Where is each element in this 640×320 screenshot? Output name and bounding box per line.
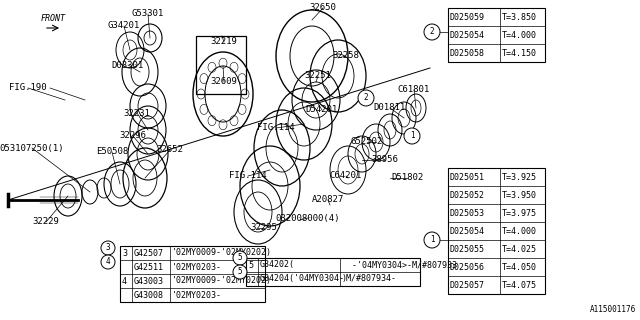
Text: T=4.000: T=4.000 [502,30,537,39]
Text: 32295: 32295 [251,223,277,233]
Text: G34204('04MY0304-: G34204('04MY0304- [260,275,345,284]
Circle shape [404,128,420,144]
Text: 32219: 32219 [211,37,237,46]
Text: 32231: 32231 [124,108,150,117]
Text: FIG.190: FIG.190 [9,84,47,92]
Text: D025058: D025058 [450,49,485,58]
Text: -'04MY0304>-M/#807933: -'04MY0304>-M/#807933 [342,260,457,269]
Text: G34201: G34201 [108,21,140,30]
Text: G42507: G42507 [134,249,164,258]
Text: 2: 2 [429,28,435,36]
Text: C61801: C61801 [398,85,430,94]
Text: D025052: D025052 [450,190,485,199]
Text: 5: 5 [237,268,243,276]
Text: FIG.114: FIG.114 [257,124,295,132]
Text: FRONT: FRONT [40,14,65,23]
Text: A115001176: A115001176 [589,305,636,314]
Text: FIG.114: FIG.114 [229,172,267,180]
Text: 4: 4 [122,276,127,285]
Text: '02MY0009-'02MY0202): '02MY0009-'02MY0202) [172,276,272,285]
Text: 32229: 32229 [33,218,60,227]
Circle shape [424,232,440,248]
Text: D025057: D025057 [450,281,485,290]
Circle shape [101,241,115,255]
Text: G53301: G53301 [132,10,164,19]
Text: D025054: D025054 [450,227,485,236]
Text: T=4.050: T=4.050 [502,262,537,271]
Text: 5: 5 [237,253,243,262]
Text: 32650: 32650 [310,4,337,12]
Text: D025053: D025053 [450,209,485,218]
Text: 032008000(4): 032008000(4) [276,213,340,222]
Text: G42511: G42511 [134,262,164,271]
Text: 4: 4 [106,258,110,267]
Bar [246,258,420,286]
Text: T=3.850: T=3.850 [502,12,537,21]
Text: D025056: D025056 [450,262,485,271]
Circle shape [233,265,247,279]
Text: T=4.025: T=4.025 [502,244,537,253]
Text: D54201: D54201 [306,106,338,115]
Text: D51802: D51802 [391,173,423,182]
Text: D03301: D03301 [112,60,144,69]
Text: 32652: 32652 [157,146,184,155]
Circle shape [358,90,374,106]
Text: 38956: 38956 [372,156,399,164]
Text: '02MY0203-: '02MY0203- [172,291,222,300]
Text: T=4.000: T=4.000 [502,227,537,236]
Text: T=4.150: T=4.150 [502,49,537,58]
Text: 053107250(1): 053107250(1) [0,143,64,153]
Text: 1: 1 [429,236,435,244]
Text: D01811: D01811 [374,103,406,113]
Text: 32251: 32251 [305,71,332,81]
Circle shape [233,251,247,265]
Text: T=3.975: T=3.975 [502,209,537,218]
Text: A20827: A20827 [312,196,344,204]
Bar [120,246,265,302]
Text: 3: 3 [106,244,110,252]
Text: C64201: C64201 [330,172,362,180]
Text: T=3.950: T=3.950 [502,190,537,199]
Text: 3: 3 [122,249,127,258]
Text: 2: 2 [364,93,368,102]
Text: 32258: 32258 [333,52,360,60]
Circle shape [424,24,440,40]
Text: D025059: D025059 [450,12,485,21]
Text: T=3.925: T=3.925 [502,172,537,181]
Text: D025054: D025054 [450,30,485,39]
Bar [196,36,246,94]
Bar [448,8,545,62]
Bar [448,168,545,294]
Circle shape [101,255,115,269]
Text: 5: 5 [248,260,253,269]
Text: D025055: D025055 [450,244,485,253]
Text: G52502: G52502 [351,138,383,147]
Text: D025051: D025051 [450,172,485,181]
Text: T=4.075: T=4.075 [502,281,537,290]
Text: )M/#807934-: )M/#807934- [342,275,397,284]
Text: 32609: 32609 [211,77,237,86]
Text: G43008: G43008 [134,291,164,300]
Text: 1: 1 [410,132,414,140]
Text: G34202(: G34202( [260,260,295,269]
Text: E50508: E50508 [96,148,128,156]
Text: 32296: 32296 [120,132,147,140]
Text: G43003: G43003 [134,276,164,285]
Text: '02MY0203-: '02MY0203- [172,262,222,271]
Text: '02MY0009-'02MY0202): '02MY0009-'02MY0202) [172,249,272,258]
